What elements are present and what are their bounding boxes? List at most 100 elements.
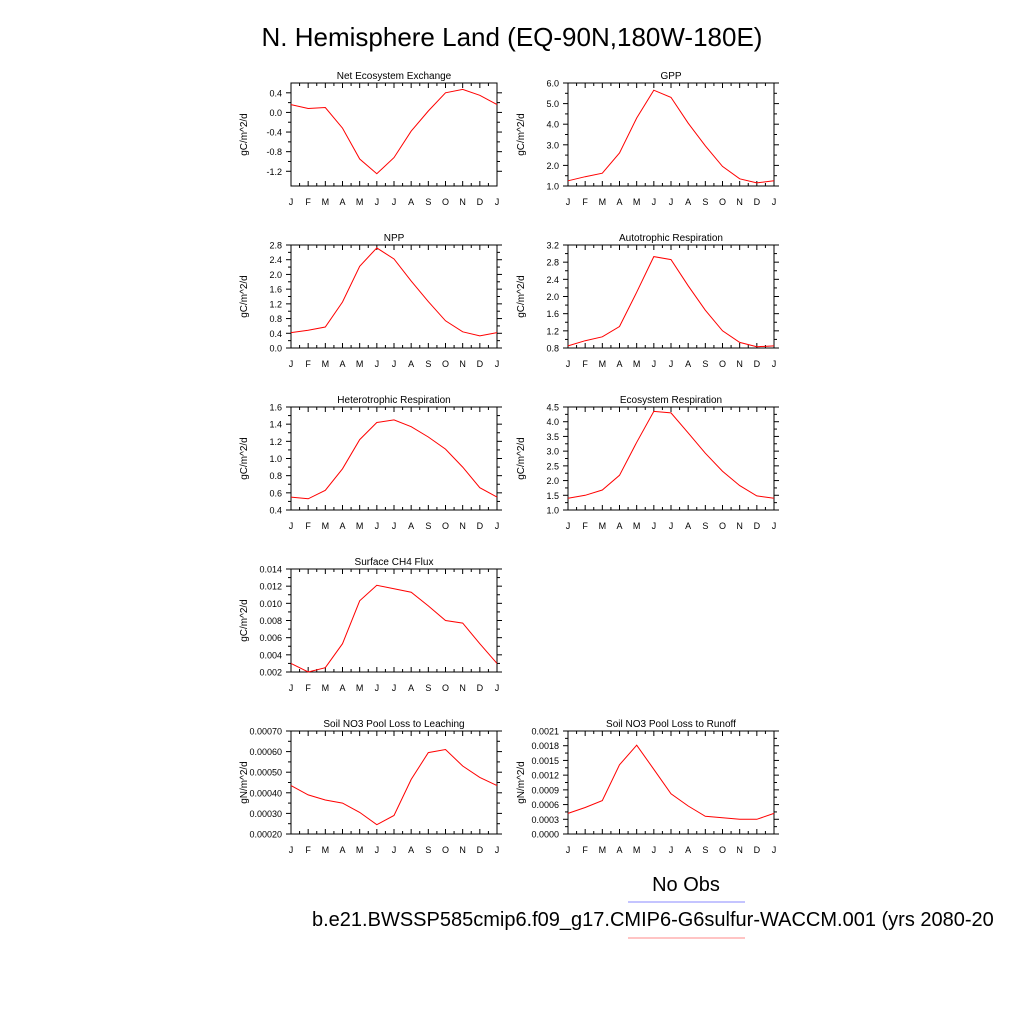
x-tick-label: A: [339, 197, 345, 207]
x-tick-label: S: [425, 359, 431, 369]
panel-title: Net Ecosystem Exchange: [337, 71, 452, 82]
x-tick-label: J: [392, 683, 397, 693]
x-tick-label: J: [392, 845, 397, 855]
y-tick-label: 0.0003: [531, 815, 559, 825]
x-tick-label: S: [425, 845, 431, 855]
panel-title: Soil NO3 Pool Loss to Runoff: [606, 719, 736, 730]
panel-8: Soil NO3 Pool Loss to Leaching gN/m^2/d J F…: [239, 719, 502, 855]
x-tick-label: D: [477, 197, 484, 207]
x-tick-label: J: [375, 197, 380, 207]
y-tick-label: 0.8: [546, 344, 559, 354]
y-tick-label: 0.0009: [531, 785, 559, 795]
x-tick-label: J: [289, 521, 294, 531]
series-line: [567, 744, 775, 820]
x-tick-label: S: [425, 683, 431, 693]
x-tick-label: S: [702, 197, 708, 207]
x-tick-label: N: [736, 845, 743, 855]
y-tick-label: 0.012: [259, 582, 282, 592]
y-tick-label: 3.5: [546, 432, 559, 442]
plot-frame: [567, 730, 775, 835]
x-tick-label: J: [669, 845, 674, 855]
x-tick-label: A: [408, 197, 414, 207]
y-tick-label: 1.5: [546, 491, 559, 501]
x-tick-label: O: [719, 521, 726, 531]
x-tick-label: S: [702, 521, 708, 531]
x-tick-label: O: [442, 683, 449, 693]
panel-title: Autotrophic Respiration: [619, 233, 723, 244]
x-tick-label: M: [322, 521, 330, 531]
x-tick-label: J: [392, 359, 397, 369]
y-tick-label: 1.0: [546, 182, 559, 192]
x-tick-label: N: [736, 359, 743, 369]
x-tick-label: A: [408, 845, 414, 855]
y-tick-label: 0.0012: [531, 771, 559, 781]
x-tick-label: M: [356, 845, 364, 855]
y-axis-label: gC/m^2/d: [516, 113, 527, 156]
x-tick-label: N: [459, 359, 466, 369]
y-tick-label: 1.6: [269, 285, 282, 295]
x-tick-label: J: [495, 197, 500, 207]
y-tick-label: 0.010: [259, 599, 282, 609]
x-tick-label: S: [425, 521, 431, 531]
y-tick-label: 1.2: [269, 299, 282, 309]
x-tick-label: F: [305, 683, 311, 693]
x-tick-label: O: [442, 359, 449, 369]
plot-frame: [567, 406, 775, 511]
x-tick-label: M: [356, 683, 364, 693]
x-tick-label: M: [322, 359, 330, 369]
x-tick-label: M: [356, 359, 364, 369]
x-tick-label: O: [442, 521, 449, 531]
y-tick-label: -0.4: [266, 128, 282, 138]
x-tick-label: A: [339, 359, 345, 369]
x-tick-label: J: [289, 359, 294, 369]
y-axis-label: gC/m^2/d: [239, 437, 250, 480]
y-tick-label: 3.0: [546, 140, 559, 150]
y-tick-label: 0.004: [259, 650, 282, 660]
x-tick-label: J: [495, 683, 500, 693]
plot-frame: [290, 406, 498, 511]
x-tick-label: J: [669, 197, 674, 207]
y-axis-label: gC/m^2/d: [516, 437, 527, 480]
series-line: [290, 247, 498, 337]
x-tick-label: D: [754, 521, 761, 531]
x-tick-label: M: [599, 359, 607, 369]
y-axis-label: gC/m^2/d: [239, 275, 250, 318]
y-axis-label: gC/m^2/d: [516, 275, 527, 318]
x-tick-label: M: [599, 521, 607, 531]
y-tick-label: 0.00040: [249, 788, 282, 798]
y-tick-label: -0.8: [266, 147, 282, 157]
x-tick-label: M: [599, 845, 607, 855]
figure-title: N. Hemisphere Land (EQ-90N,180W-180E): [262, 22, 763, 52]
y-tick-label: 0.00050: [249, 768, 282, 778]
x-tick-label: J: [392, 521, 397, 531]
x-tick-label: J: [669, 521, 674, 531]
x-tick-label: J: [375, 845, 380, 855]
x-tick-label: A: [408, 521, 414, 531]
y-tick-label: 2.4: [269, 255, 282, 265]
y-tick-label: 4.5: [546, 403, 559, 413]
x-tick-label: A: [685, 521, 691, 531]
x-tick-label: J: [375, 359, 380, 369]
x-tick-label: J: [289, 845, 294, 855]
y-tick-label: 3.0: [546, 447, 559, 457]
x-tick-label: F: [305, 521, 311, 531]
y-tick-label: 1.4: [269, 420, 282, 430]
x-tick-label: D: [477, 521, 484, 531]
series-line: [567, 256, 775, 348]
y-tick-label: 0.8: [269, 314, 282, 324]
x-tick-label: D: [477, 359, 484, 369]
x-tick-label: J: [392, 197, 397, 207]
y-tick-label: 0.4: [269, 88, 282, 98]
y-tick-label: 0.0021: [531, 727, 559, 737]
x-tick-label: J: [495, 521, 500, 531]
y-tick-label: 2.0: [546, 161, 559, 171]
y-tick-label: 5.0: [546, 99, 559, 109]
x-tick-label: M: [356, 521, 364, 531]
x-tick-label: F: [305, 359, 311, 369]
y-tick-label: 0.8: [269, 471, 282, 481]
panel-title: GPP: [660, 71, 681, 82]
y-tick-label: 1.2: [269, 437, 282, 447]
